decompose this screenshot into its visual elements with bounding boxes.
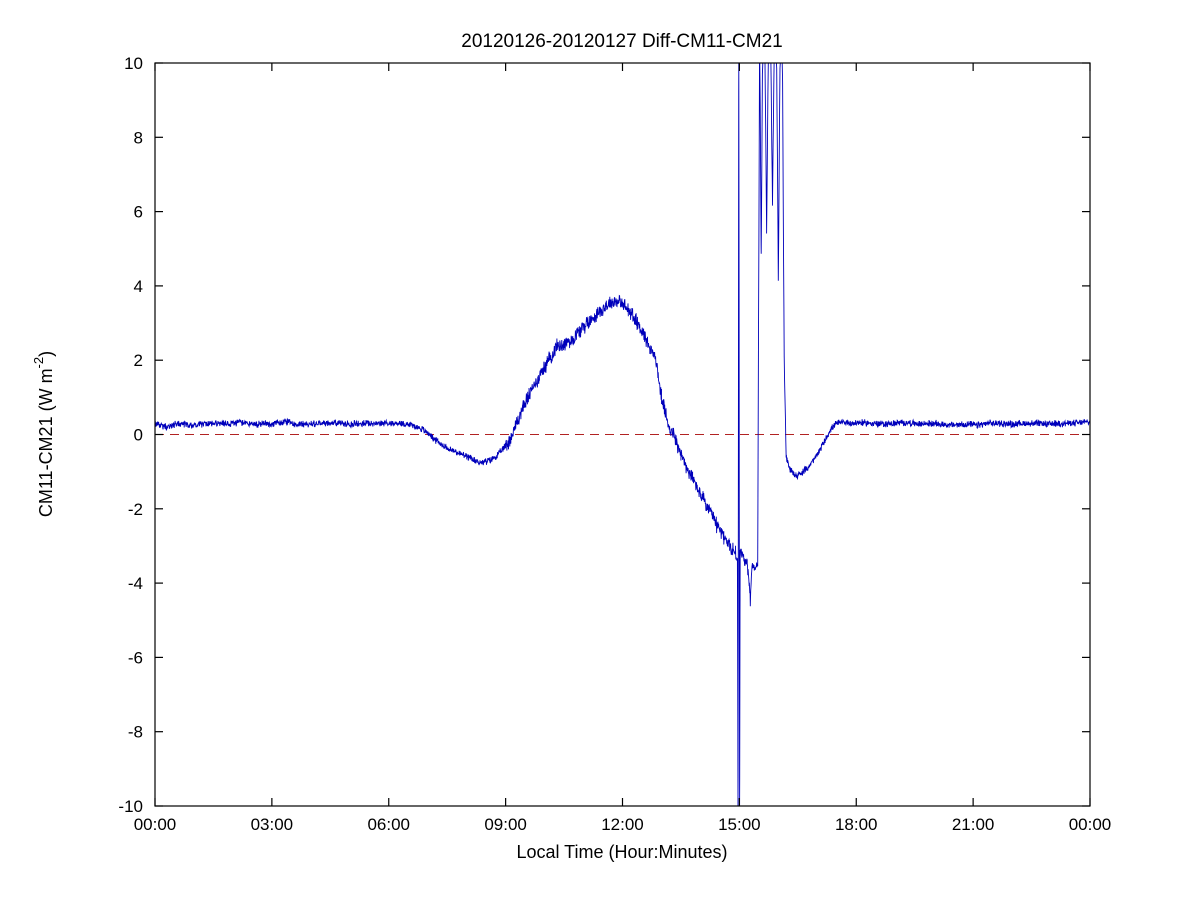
- y-tick-label: 8: [134, 128, 143, 147]
- y-tick-label: -10: [118, 797, 143, 816]
- y-axis-label: CM11-CM21 (W m-2): [31, 351, 56, 517]
- y-tick-label: 6: [134, 203, 143, 222]
- y-axis-label-main: CM11-CM21 (W m: [36, 368, 56, 517]
- x-tick-label: 00:00: [1069, 815, 1112, 834]
- x-tick-label: 18:00: [835, 815, 878, 834]
- x-tick-label: 15:00: [718, 815, 761, 834]
- x-tick-label: 09:00: [484, 815, 527, 834]
- series-layer: [154, 62, 1091, 807]
- y-axis-label-end: ): [36, 351, 56, 357]
- y-axis-label-superscript: -2: [31, 357, 46, 369]
- y-tick-label: 4: [134, 277, 143, 296]
- y-tick-label: -4: [128, 574, 143, 593]
- x-tick-label: 03:00: [251, 815, 294, 834]
- y-tick-label: -6: [128, 648, 143, 667]
- x-axis-label: Local Time (Hour:Minutes): [516, 842, 727, 862]
- series-line: [154, 62, 1091, 807]
- y-tick-label: 10: [124, 54, 143, 73]
- x-tick-label: 06:00: [367, 815, 410, 834]
- x-tick-label: 00:00: [134, 815, 177, 834]
- y-tick-label: 0: [134, 426, 143, 445]
- y-tick-label: -8: [128, 723, 143, 742]
- plot-border: [154, 62, 1091, 807]
- tick-labels-layer: 00:00 03:00 06:00 09:00 12:00 15:00 18:00 21:00…: [118, 54, 1111, 834]
- y-tick-label: 2: [134, 351, 143, 370]
- chart-title: 20120126-20120127 Diff-CM11-CM21: [461, 31, 782, 52]
- x-tick-label: 21:00: [952, 815, 995, 834]
- y-tick-label: -2: [128, 500, 143, 519]
- x-tick-label: 12:00: [601, 815, 644, 834]
